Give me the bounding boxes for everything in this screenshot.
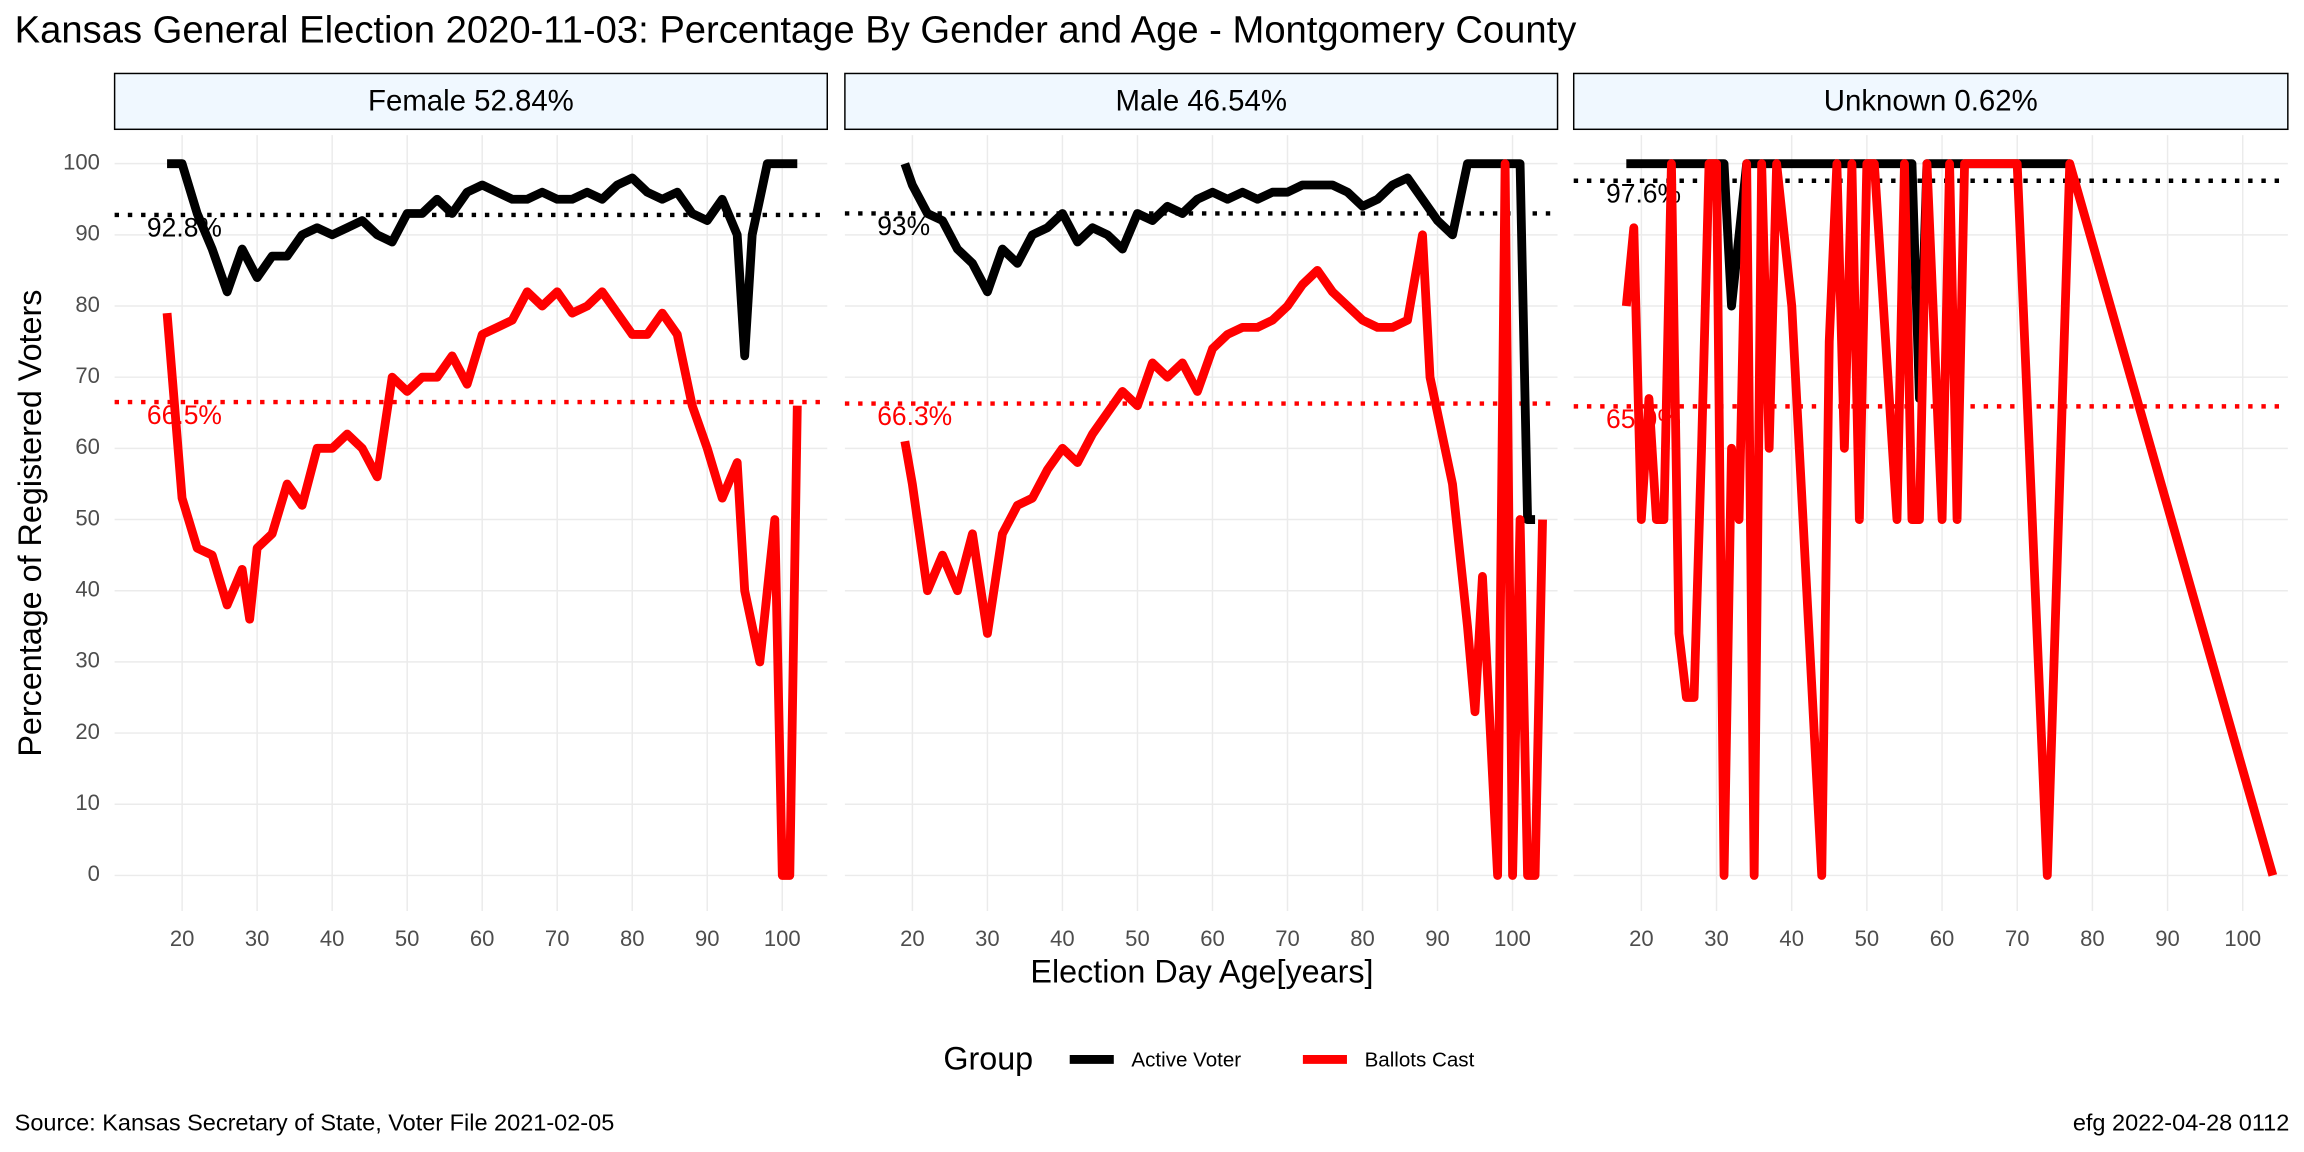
y-tick-label: 30 [75, 648, 100, 673]
x-tick-label: 100 [1494, 926, 1531, 951]
chart-title: Kansas General Election 2020-11-03: Perc… [15, 8, 1578, 51]
y-tick-label: 10 [75, 790, 100, 815]
x-tick-label: 100 [2224, 926, 2261, 951]
x-tick-label: 20 [1629, 926, 1654, 951]
y-tick-label: 20 [75, 719, 100, 744]
y-tick-label: 90 [75, 221, 100, 246]
x-tick-label: 80 [1350, 926, 1375, 951]
x-tick-label: 60 [1200, 926, 1225, 951]
data-line [167, 159, 798, 361]
x-tick-label: 80 [620, 926, 645, 951]
x-axis-label: Election Day Age[years] [1030, 954, 1373, 990]
x-tick-label: 50 [395, 926, 420, 951]
data-line [162, 287, 802, 880]
reference-label: 66.3% [877, 401, 952, 431]
facet-title: Female 52.84% [368, 85, 574, 118]
x-tick-label: 90 [695, 926, 720, 951]
x-tick-label: 80 [2080, 926, 2105, 951]
x-tick-label: 30 [245, 926, 270, 951]
y-axis-label: Percentage of Registered Voters [12, 290, 48, 757]
caption: efg 2022-04-28 0112 [2073, 1109, 2289, 1135]
facet-strip [1572, 72, 2289, 131]
x-tick-label: 30 [975, 926, 1000, 951]
x-tick-label: 20 [170, 926, 195, 951]
y-tick-label: 70 [75, 363, 100, 388]
x-tick-label: 40 [1779, 926, 1804, 951]
x-tick-label: 70 [2005, 926, 2030, 951]
facet-title: Unknown 0.62% [1824, 85, 2038, 118]
x-tick-label: 90 [1425, 926, 1450, 951]
data-line [900, 159, 1536, 524]
x-tick-label: 60 [470, 926, 495, 951]
legend-title: Group [943, 1040, 1033, 1076]
y-tick-label: 50 [75, 505, 100, 530]
x-tick-label: 60 [1930, 926, 1955, 951]
facet-title: Male 46.54% [1115, 85, 1286, 118]
x-tick-label: 30 [1704, 926, 1729, 951]
facet-strip [113, 72, 828, 131]
reference-label: 93% [877, 211, 930, 241]
x-tick-label: 90 [2155, 926, 2180, 951]
x-tick-label: 50 [1125, 926, 1150, 951]
data-line [900, 159, 1547, 880]
y-tick-label: 0 [88, 861, 100, 886]
y-tick-label: 80 [75, 292, 100, 317]
legend-label: Active Voter [1131, 1048, 1241, 1071]
reference-label: 66.5% [147, 400, 222, 430]
x-tick-label: 20 [900, 926, 925, 951]
x-tick-label: 100 [764, 926, 801, 951]
x-tick-label: 40 [320, 926, 345, 951]
y-tick-label: 100 [63, 149, 100, 174]
x-tick-label: 70 [1275, 926, 1300, 951]
facet-strip [844, 72, 1559, 131]
y-tick-label: 60 [75, 434, 100, 459]
x-tick-label: 50 [1855, 926, 1880, 951]
x-tick-label: 40 [1050, 926, 1075, 951]
legend-label: Ballots Cast [1365, 1048, 1475, 1071]
x-tick-label: 70 [545, 926, 570, 951]
source-note: Source: Kansas Secretary of State, Voter… [15, 1109, 615, 1135]
data-line [1621, 159, 2278, 880]
y-tick-label: 40 [75, 577, 100, 602]
